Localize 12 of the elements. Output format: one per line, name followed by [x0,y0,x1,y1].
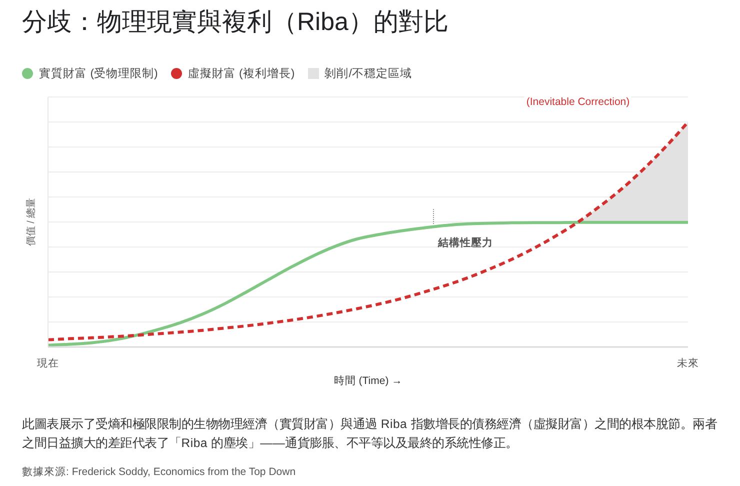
legend-label: 虛擬財富 (複利增長) [188,66,295,80]
text: 數據來源: Frederick Soddy, Economics from the Top Down [22,465,296,479]
y-axis-title: 價值 / 總量 [25,198,38,246]
x-tick-label: 現在 [37,357,59,370]
legend-label: 剝削/不穩定區域 [324,66,412,80]
text: (Inevitable Correction) [524,96,632,108]
x-axis-title: 時間 (Time) → [334,374,402,388]
x-tick-label: 未來 [677,356,699,370]
chart-title: 分歧：物理現實與複利（Riba）的對比 [22,7,448,38]
text: 此圖表展示了受熵和極限限制的生物物理經濟（實質財富）與通過 Riba 指數增長的債務經濟（虛擬財富）之間的根本脫節。兩者之間日益擴大的差距代表了「Riba 的塵埃」——通貨膨脹、不平等以及最終的系統性修正。 [22,416,718,452]
legend-label: 實質財富 (受物理限制) [39,66,158,80]
annotation: 結構性壓力 [438,236,493,250]
